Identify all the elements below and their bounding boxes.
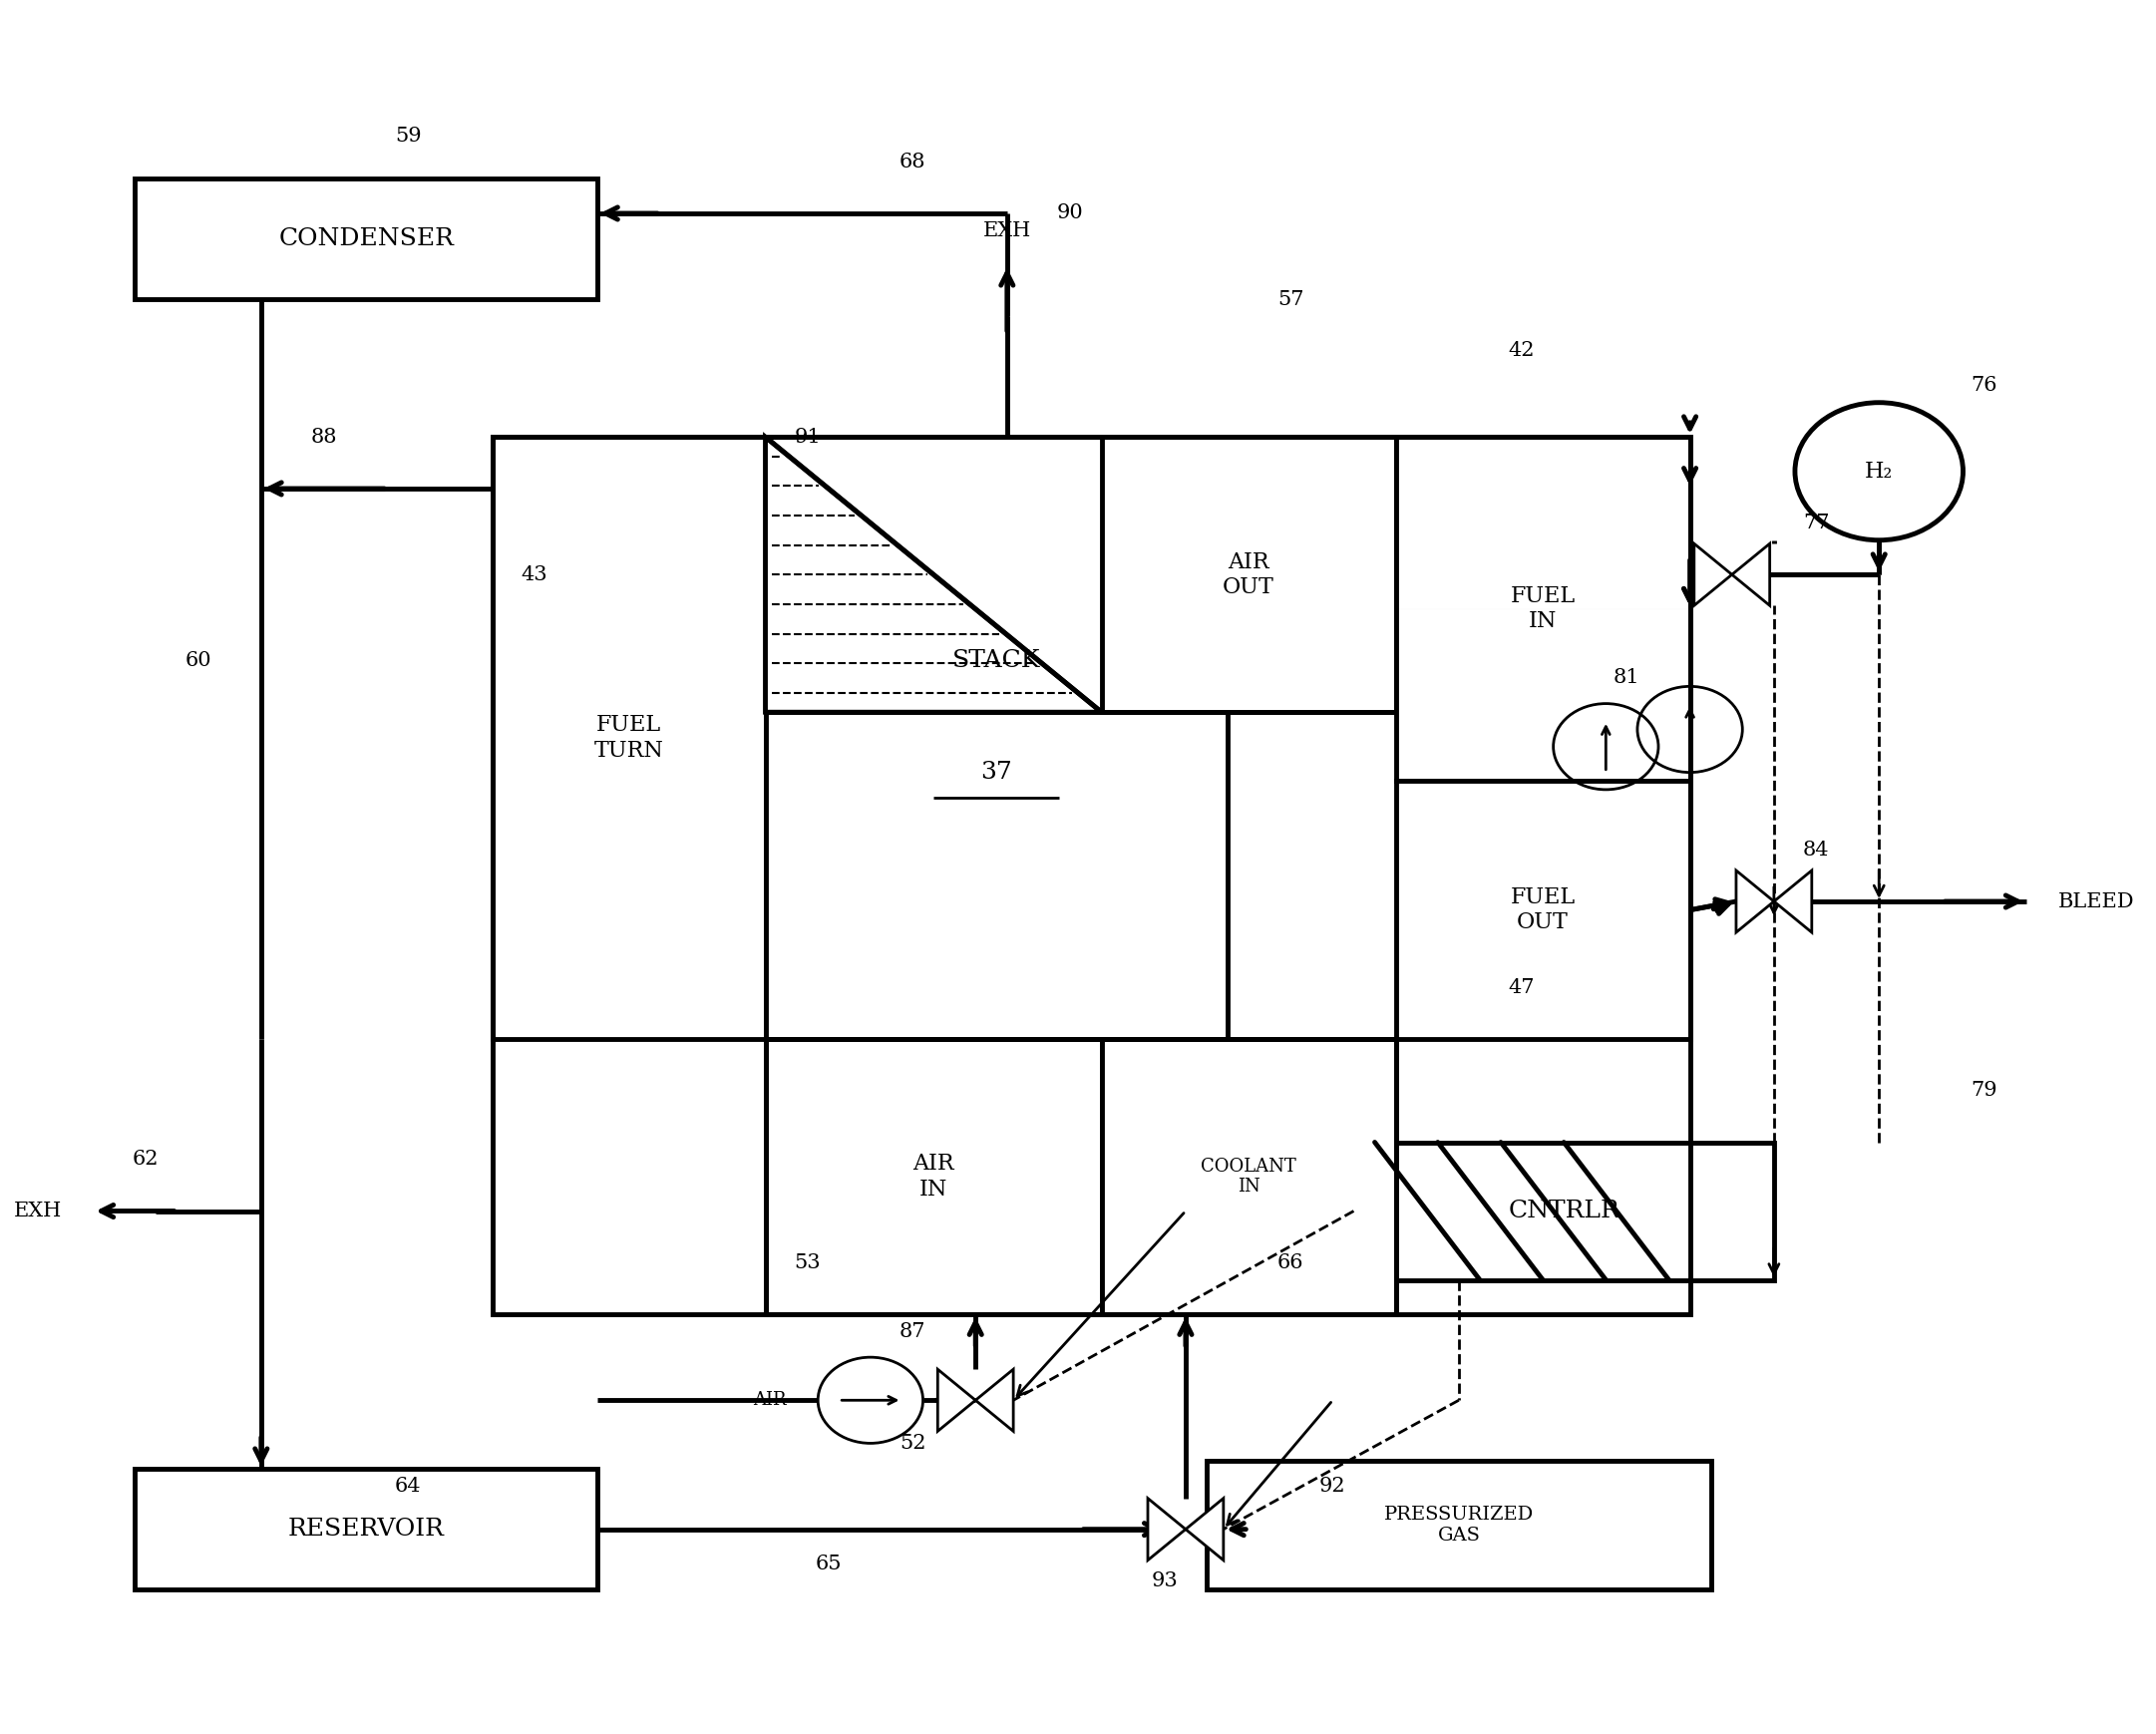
Bar bbox=[1102, 437, 1395, 713]
Text: 52: 52 bbox=[899, 1434, 925, 1453]
Polygon shape bbox=[765, 437, 1102, 713]
Text: 84: 84 bbox=[1802, 841, 1828, 860]
Text: PRESSURIZED
GAS: PRESSURIZED GAS bbox=[1384, 1505, 1533, 1545]
Bar bbox=[1102, 1039, 1395, 1314]
Text: RESERVOIR: RESERVOIR bbox=[289, 1517, 444, 1542]
Polygon shape bbox=[975, 1370, 1013, 1431]
Bar bbox=[492, 437, 765, 1039]
Text: COOLANT
IN: COOLANT IN bbox=[1201, 1157, 1296, 1196]
Text: 92: 92 bbox=[1319, 1477, 1345, 1496]
Bar bbox=[136, 179, 597, 300]
Text: 64: 64 bbox=[395, 1477, 420, 1496]
Text: 77: 77 bbox=[1802, 513, 1828, 532]
Bar bbox=[765, 437, 1227, 1039]
Polygon shape bbox=[1736, 870, 1774, 933]
Text: 81: 81 bbox=[1613, 668, 1641, 687]
Text: 66: 66 bbox=[1279, 1254, 1304, 1273]
Text: 59: 59 bbox=[395, 127, 420, 146]
Text: 87: 87 bbox=[899, 1321, 925, 1340]
Polygon shape bbox=[938, 1370, 975, 1431]
Polygon shape bbox=[1186, 1498, 1222, 1561]
Text: 91: 91 bbox=[793, 428, 821, 446]
Text: CONDENSER: CONDENSER bbox=[278, 227, 455, 251]
Text: 47: 47 bbox=[1509, 978, 1535, 997]
Text: FUEL
TURN: FUEL TURN bbox=[593, 714, 664, 761]
Bar bbox=[1395, 780, 1690, 1039]
Text: AIR
OUT: AIR OUT bbox=[1222, 551, 1274, 598]
Text: 76: 76 bbox=[1971, 376, 1996, 395]
Polygon shape bbox=[1731, 544, 1770, 605]
Polygon shape bbox=[1774, 870, 1811, 933]
Text: H₂: H₂ bbox=[1865, 461, 1893, 482]
Text: 53: 53 bbox=[793, 1254, 821, 1273]
Text: 79: 79 bbox=[1971, 1080, 1996, 1099]
Bar bbox=[765, 1039, 1102, 1314]
Bar bbox=[1395, 437, 1690, 780]
Text: 60: 60 bbox=[185, 650, 211, 669]
Bar bbox=[1207, 1460, 1712, 1590]
Bar bbox=[1354, 1143, 1774, 1280]
Text: FUEL
IN: FUEL IN bbox=[1511, 586, 1576, 633]
Text: 57: 57 bbox=[1279, 290, 1304, 309]
Polygon shape bbox=[1147, 1498, 1186, 1561]
Text: EXH: EXH bbox=[13, 1202, 63, 1221]
Text: AIR: AIR bbox=[752, 1391, 787, 1410]
Text: EXH: EXH bbox=[983, 220, 1031, 239]
Text: CNTRLR: CNTRLR bbox=[1507, 1200, 1619, 1222]
Bar bbox=[492, 437, 1690, 1314]
Bar bbox=[136, 1469, 597, 1590]
Text: 62: 62 bbox=[132, 1150, 160, 1169]
Bar bbox=[765, 1039, 1395, 1314]
Polygon shape bbox=[1695, 544, 1731, 605]
Text: 37: 37 bbox=[981, 761, 1013, 784]
Text: BLEED: BLEED bbox=[2057, 891, 2134, 910]
Text: FUEL
OUT: FUEL OUT bbox=[1511, 886, 1576, 933]
Text: 68: 68 bbox=[899, 153, 925, 172]
Text: 93: 93 bbox=[1151, 1571, 1177, 1590]
Text: 43: 43 bbox=[522, 565, 548, 584]
Text: 88: 88 bbox=[310, 428, 336, 446]
Bar bbox=[765, 437, 1395, 713]
Text: 42: 42 bbox=[1509, 342, 1535, 361]
Text: 90: 90 bbox=[1056, 205, 1084, 222]
Text: STACK: STACK bbox=[953, 649, 1041, 673]
Text: AIR
IN: AIR IN bbox=[912, 1153, 955, 1200]
Text: 65: 65 bbox=[815, 1554, 841, 1573]
